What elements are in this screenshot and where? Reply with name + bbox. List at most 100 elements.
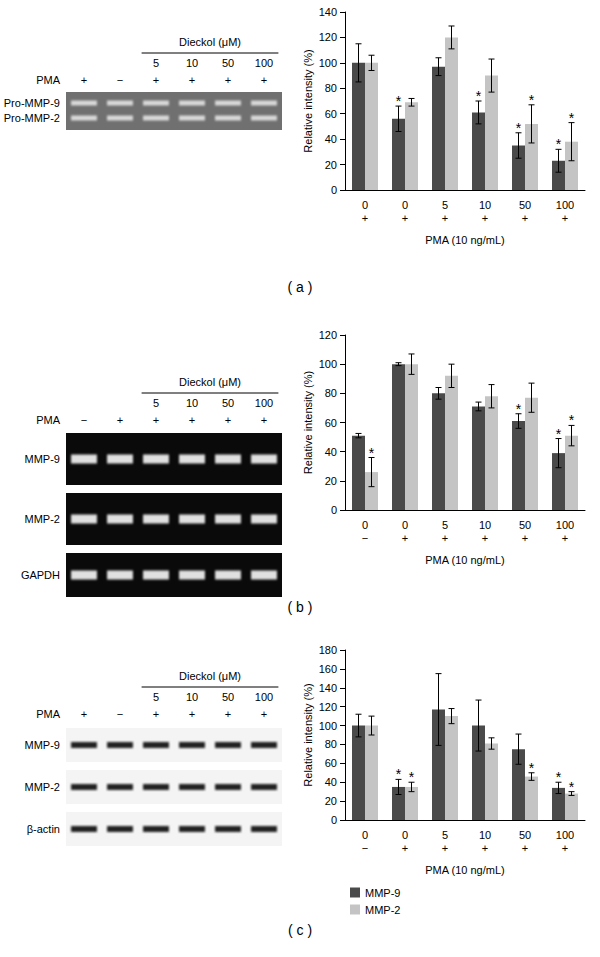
svg-text:+: +: [482, 212, 488, 224]
svg-text:+: +: [482, 532, 488, 544]
svg-text:PMA (10 ng/mL): PMA (10 ng/mL): [425, 864, 504, 876]
svg-text:*: *: [556, 426, 562, 442]
svg-text:+: +: [402, 842, 408, 854]
svg-text:100: 100: [319, 720, 337, 732]
svg-text:0: 0: [331, 504, 337, 516]
svg-text:10: 10: [186, 691, 198, 703]
svg-text:+: +: [81, 708, 87, 720]
svg-text:50: 50: [222, 397, 234, 409]
svg-text:50: 50: [519, 829, 531, 841]
svg-text:120: 120: [319, 329, 337, 341]
svg-text:+: +: [81, 74, 87, 86]
svg-text:180: 180: [319, 644, 337, 656]
svg-text:*: *: [556, 769, 562, 785]
svg-text:Dieckol (μM): Dieckol (μM): [179, 36, 241, 48]
svg-text:0: 0: [331, 184, 337, 196]
svg-text:0: 0: [402, 519, 408, 531]
svg-text:5: 5: [153, 691, 159, 703]
svg-text:+: +: [261, 74, 267, 86]
svg-text:+: +: [261, 414, 267, 426]
svg-text:60: 60: [325, 417, 337, 429]
svg-text:0: 0: [362, 829, 368, 841]
svg-text:5: 5: [153, 57, 159, 69]
svg-text:PMA: PMA: [36, 414, 61, 426]
svg-text:5: 5: [442, 199, 448, 211]
svg-text:+: +: [442, 842, 448, 854]
svg-text:20: 20: [325, 475, 337, 487]
svg-text:*: *: [569, 779, 575, 795]
svg-text:0: 0: [402, 829, 408, 841]
svg-text:40: 40: [325, 133, 337, 145]
svg-text:−: −: [81, 414, 87, 426]
svg-text:140: 140: [319, 682, 337, 694]
svg-text:+: +: [442, 212, 448, 224]
svg-text:MMP-9: MMP-9: [365, 887, 400, 899]
svg-text:−: −: [117, 74, 123, 86]
svg-text:0: 0: [402, 199, 408, 211]
svg-text:PMA: PMA: [36, 74, 61, 86]
svg-text:( c ): ( c ): [288, 922, 312, 938]
svg-text:0: 0: [331, 814, 337, 826]
svg-text:−: −: [362, 532, 368, 544]
svg-text:*: *: [369, 445, 375, 461]
svg-text:*: *: [569, 110, 575, 126]
svg-text:*: *: [396, 93, 402, 109]
svg-text:+: +: [562, 532, 568, 544]
svg-text:0: 0: [362, 519, 368, 531]
svg-text:*: *: [556, 136, 562, 152]
svg-text:80: 80: [325, 387, 337, 399]
svg-text:MMP-2: MMP-2: [25, 513, 60, 525]
svg-text:50: 50: [222, 57, 234, 69]
svg-text:100: 100: [255, 691, 273, 703]
svg-text:MMP-2: MMP-2: [25, 781, 60, 793]
svg-text:Pro-MMP-9: Pro-MMP-9: [4, 97, 60, 109]
svg-text:140: 140: [319, 6, 337, 18]
svg-text:+: +: [189, 414, 195, 426]
svg-text:−: −: [362, 842, 368, 854]
svg-text:+: +: [153, 74, 159, 86]
svg-text:+: +: [189, 708, 195, 720]
svg-text:40: 40: [325, 776, 337, 788]
svg-text:PMA (10 ng/mL): PMA (10 ng/mL): [425, 554, 504, 566]
svg-text:MMP-9: MMP-9: [25, 453, 60, 465]
svg-text:100: 100: [319, 358, 337, 370]
svg-text:Dieckol (μM): Dieckol (μM): [179, 376, 241, 388]
svg-text:β-actin: β-actin: [27, 823, 60, 835]
svg-text:*: *: [569, 412, 575, 428]
svg-text:+: +: [562, 842, 568, 854]
svg-text:5: 5: [442, 829, 448, 841]
svg-text:+: +: [117, 414, 123, 426]
svg-text:Relative intensity (%): Relative intensity (%): [302, 49, 314, 152]
svg-text:100: 100: [255, 57, 273, 69]
svg-text:80: 80: [325, 82, 337, 94]
svg-text:+: +: [153, 708, 159, 720]
svg-text:40: 40: [325, 446, 337, 458]
svg-text:+: +: [522, 842, 528, 854]
svg-text:+: +: [522, 532, 528, 544]
svg-text:+: +: [261, 708, 267, 720]
svg-text:5: 5: [153, 397, 159, 409]
svg-text:80: 80: [325, 738, 337, 750]
svg-text:PMA: PMA: [36, 708, 61, 720]
svg-text:Relative intensity (%): Relative intensity (%): [302, 371, 314, 474]
svg-text:( a ): ( a ): [288, 279, 313, 295]
svg-text:GAPDH: GAPDH: [21, 569, 60, 581]
svg-text:*: *: [409, 769, 415, 785]
svg-text:+: +: [482, 842, 488, 854]
svg-text:20: 20: [325, 159, 337, 171]
svg-text:*: *: [529, 92, 535, 108]
svg-text:+: +: [522, 212, 528, 224]
svg-text:MMP-9: MMP-9: [25, 739, 60, 751]
svg-text:0: 0: [362, 199, 368, 211]
svg-text:10: 10: [186, 57, 198, 69]
svg-text:60: 60: [325, 757, 337, 769]
svg-text:100: 100: [556, 829, 574, 841]
svg-text:+: +: [362, 212, 368, 224]
svg-text:+: +: [225, 74, 231, 86]
svg-text:+: +: [189, 74, 195, 86]
svg-text:5: 5: [442, 519, 448, 531]
svg-text:120: 120: [319, 701, 337, 713]
svg-text:20: 20: [325, 795, 337, 807]
svg-text:+: +: [225, 414, 231, 426]
svg-text:10: 10: [186, 397, 198, 409]
